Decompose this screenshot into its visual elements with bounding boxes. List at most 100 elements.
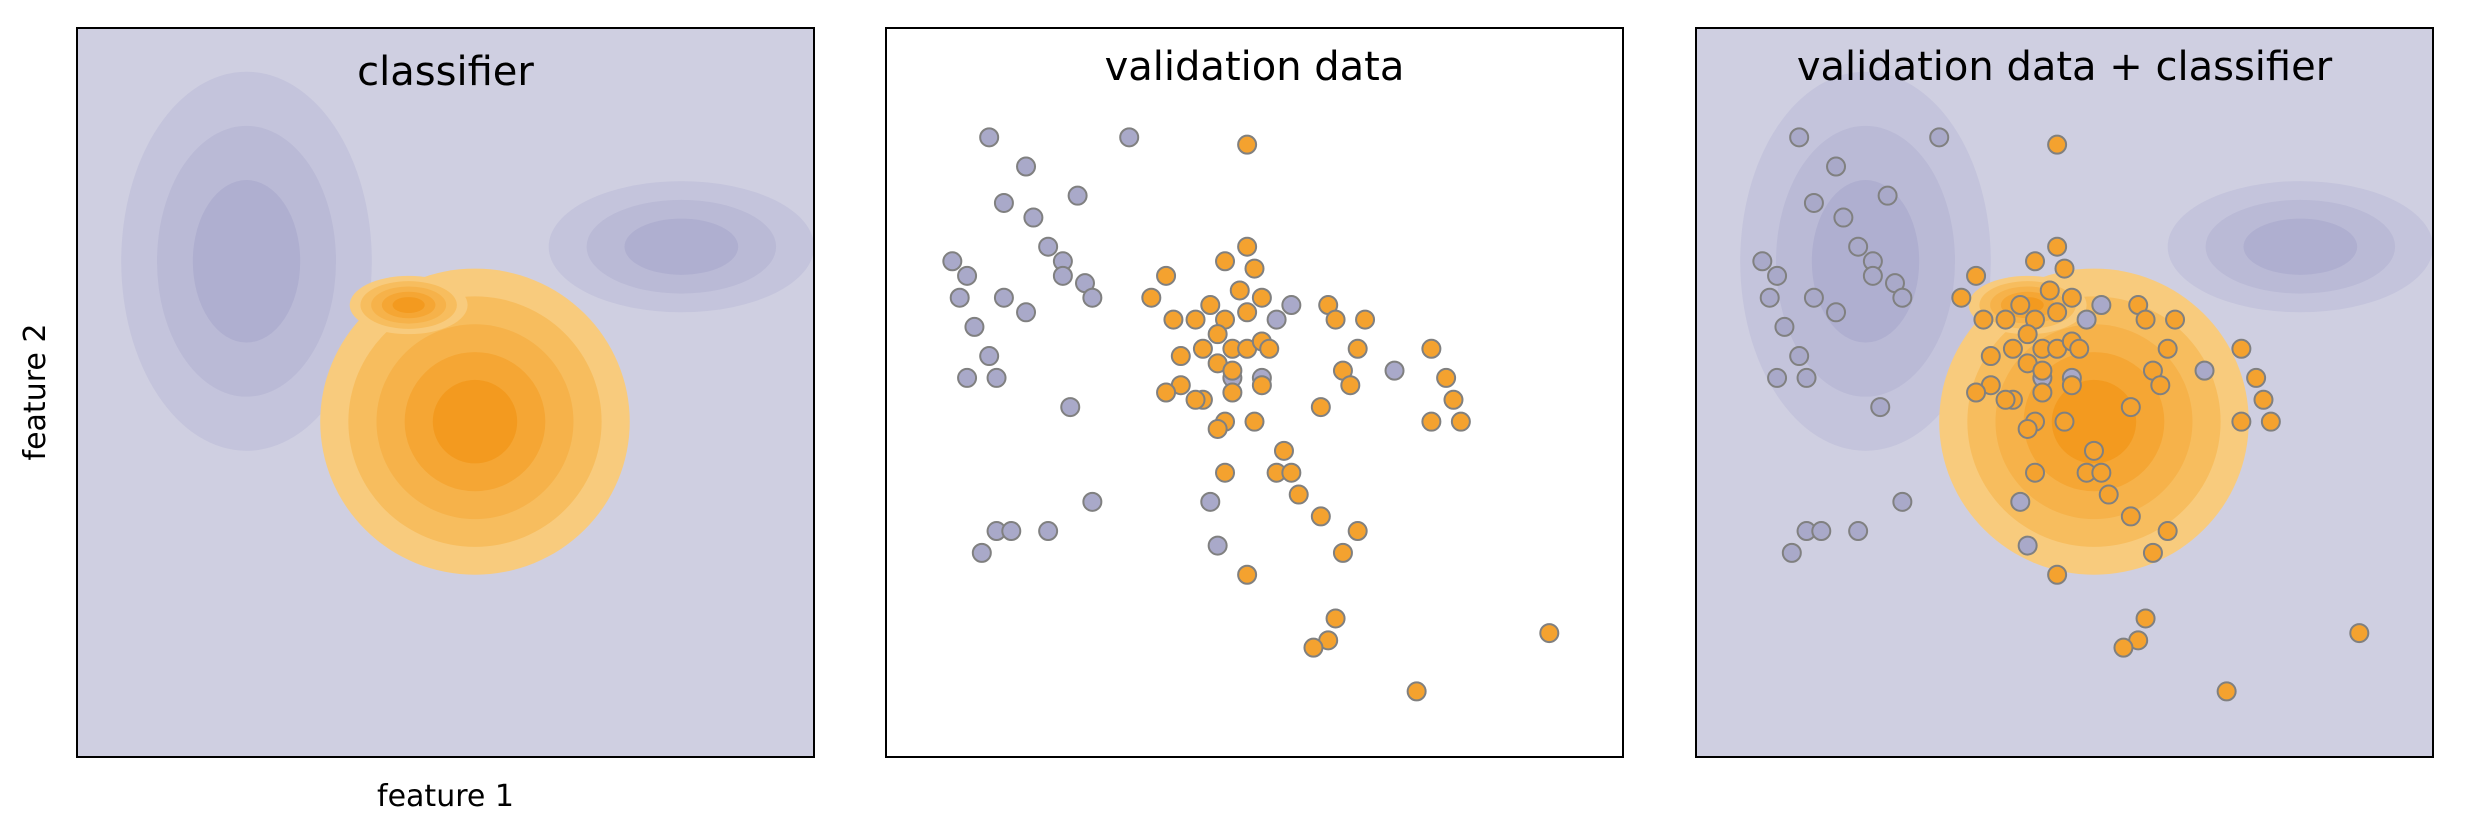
point-class-a-31 — [2010, 491, 2031, 512]
point-class-b-3 — [2054, 258, 2075, 279]
point-class-b-22 — [1995, 389, 2016, 410]
point-class-b-38 — [2246, 367, 2267, 388]
point-class-b-7 — [1141, 287, 1162, 308]
point-class-b-10 — [2047, 302, 2068, 323]
point-class-b-20 — [1222, 360, 1243, 381]
panel-classifier: classifier — [76, 27, 815, 758]
point-class-a-11 — [1826, 302, 1847, 323]
point-class-a-25 — [1060, 397, 1081, 418]
point-class-b-43 — [2083, 440, 2104, 461]
point-class-b-11 — [1185, 309, 1206, 330]
point-class-b-33 — [1355, 309, 1376, 330]
point-class-b-40 — [2231, 411, 2252, 432]
point-class-b-36 — [2150, 375, 2171, 396]
validation-data-points — [942, 127, 1560, 702]
point-class-a-19 — [1929, 127, 1950, 148]
point-class-b-43 — [1273, 440, 1294, 461]
point-class-a-30 — [1038, 521, 1059, 542]
point-class-b-52 — [1325, 608, 1346, 629]
point-class-b-50 — [2142, 542, 2163, 563]
point-class-a-28 — [1811, 521, 1832, 542]
point-class-a-26 — [1082, 491, 1103, 512]
point-class-b-24 — [1259, 338, 1280, 359]
point-class-a-29 — [971, 542, 992, 563]
point-class-a-29 — [1781, 542, 1802, 563]
point-class-b-26 — [2054, 411, 2075, 432]
point-class-a-15 — [986, 367, 1007, 388]
decision-region-a-0-level-3 — [192, 180, 301, 343]
point-class-b-54 — [1303, 637, 1324, 658]
point-class-a-28 — [1001, 521, 1022, 542]
point-class-b-54 — [2113, 637, 2134, 658]
point-class-a-14 — [1767, 367, 1788, 388]
point-class-b-4 — [2039, 280, 2060, 301]
decision-region-b-3-level-5 — [392, 297, 425, 313]
point-class-a-16 — [1052, 265, 1073, 286]
point-class-a-2 — [1803, 192, 1824, 213]
point-class-b-7 — [1951, 287, 1972, 308]
point-class-a-12 — [1774, 316, 1795, 337]
point-class-a-8 — [1767, 265, 1788, 286]
panel-validation-plus-classifier-frame — [1695, 27, 2434, 758]
panel-validation-plus-classifier-title: validation data + classifier — [1797, 44, 2333, 90]
point-class-a-2 — [993, 192, 1014, 213]
point-class-b-6 — [1966, 265, 1987, 286]
panel-validation-data-title: validation data — [1105, 44, 1405, 90]
point-class-b-30 — [2017, 418, 2038, 439]
point-class-a-5 — [1067, 185, 1088, 206]
point-class-b-2 — [2025, 251, 2046, 272]
point-class-b-40 — [1421, 411, 1442, 432]
point-class-b-26 — [1244, 411, 1265, 432]
point-class-b-23 — [1222, 382, 1243, 403]
point-class-b-42 — [1310, 397, 1331, 418]
point-class-b-37 — [2231, 338, 2252, 359]
point-class-b-2 — [1215, 251, 1236, 272]
point-class-b-5 — [2061, 287, 2082, 308]
point-class-a-7 — [1752, 251, 1773, 272]
point-class-a-1 — [1826, 156, 1847, 177]
point-class-a-9 — [949, 287, 970, 308]
point-class-a-15 — [1796, 367, 1817, 388]
point-class-b-1 — [1237, 236, 1258, 257]
panel-validation-plus-classifier: validation data + classifier — [1695, 27, 2434, 758]
point-class-a-18 — [1892, 287, 1913, 308]
point-class-b-18 — [1163, 309, 1184, 330]
point-class-a-0 — [1789, 127, 1810, 148]
point-class-b-39 — [2253, 389, 2274, 410]
point-class-a-11 — [1016, 302, 1037, 323]
point-class-b-25 — [2061, 375, 2082, 396]
point-class-b-48 — [1310, 506, 1331, 527]
point-class-b-32 — [1325, 309, 1346, 330]
point-class-b-48 — [2120, 506, 2141, 527]
x-axis-label: feature 1 — [377, 779, 514, 814]
point-class-b-18 — [1973, 309, 1994, 330]
decision-region-a-1-level-3 — [2243, 218, 2358, 275]
point-class-b-39 — [1443, 389, 1464, 410]
point-class-b-49 — [2157, 521, 2178, 542]
point-class-b-52 — [2135, 608, 2156, 629]
point-class-a-5 — [1877, 185, 1898, 206]
point-class-b-12 — [1207, 324, 1228, 345]
point-class-a-30 — [1848, 521, 1869, 542]
point-class-a-20 — [2091, 295, 2112, 316]
point-class-b-23 — [2032, 382, 2053, 403]
point-class-a-0 — [979, 127, 1000, 148]
point-class-b-6 — [1156, 265, 1177, 286]
point-class-b-13 — [1192, 338, 1213, 359]
point-class-b-42 — [2120, 397, 2141, 418]
point-class-a-13 — [1789, 346, 1810, 367]
point-class-a-3 — [1023, 207, 1044, 228]
point-class-b-56 — [1406, 681, 1427, 702]
point-class-b-49 — [1347, 521, 1368, 542]
point-class-b-12 — [2017, 324, 2038, 345]
point-class-b-11 — [1995, 309, 2016, 330]
point-class-b-3 — [1244, 258, 1265, 279]
point-class-b-51 — [2047, 564, 2068, 585]
point-class-a-10 — [1803, 287, 1824, 308]
point-class-b-51 — [1237, 564, 1258, 585]
point-class-b-47 — [1281, 462, 1302, 483]
point-class-a-31 — [1200, 491, 1221, 512]
point-class-b-41 — [1450, 411, 1471, 432]
point-class-b-8 — [2010, 295, 2031, 316]
point-class-a-9 — [1759, 287, 1780, 308]
